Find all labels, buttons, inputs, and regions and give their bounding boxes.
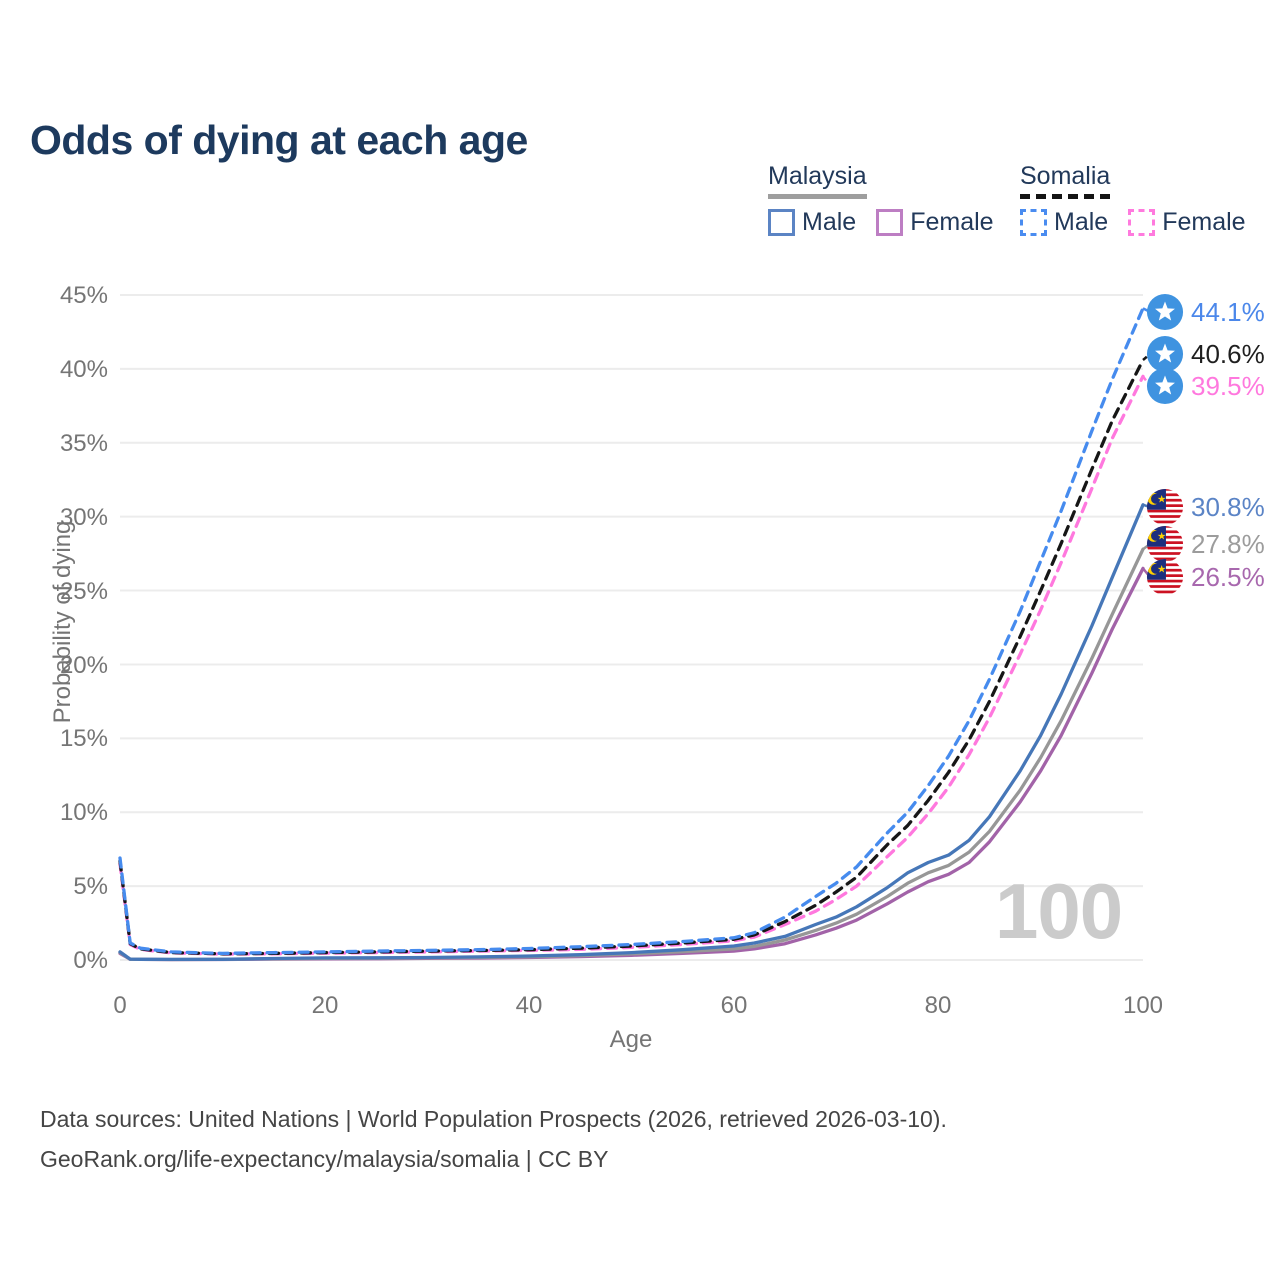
legend-item-label: Female bbox=[1162, 208, 1246, 236]
legend-line-sample-malaysia bbox=[768, 194, 867, 199]
end-label-somalia-male: 44.1% bbox=[1146, 293, 1265, 331]
legend-item-malaysia-female[interactable]: Female bbox=[876, 208, 994, 237]
series-line-malaysia-total bbox=[118, 547, 1145, 962]
legend-swatch-malaysia-female bbox=[876, 209, 904, 236]
x-tick-60: 60 bbox=[720, 992, 748, 1019]
legend-group-label-somalia: Somalia bbox=[1020, 162, 1111, 190]
legend-swatch-malaysia-male bbox=[768, 209, 795, 236]
malaysia-flag-icon bbox=[1146, 488, 1184, 526]
y-tick-15: 15% bbox=[59, 725, 108, 752]
end-value-somalia-male: 44.1% bbox=[1191, 296, 1265, 327]
x-tick-100: 100 bbox=[1122, 992, 1164, 1019]
series-line-malaysia-male bbox=[118, 503, 1145, 962]
legend-item-label: Male bbox=[802, 208, 857, 236]
x-tick-80: 80 bbox=[924, 992, 952, 1019]
series-line-somalia-male bbox=[118, 306, 1145, 956]
x-axis-title: Age bbox=[609, 1026, 653, 1053]
legend-swatch-somalia-female bbox=[1128, 209, 1156, 236]
x-tick-40: 40 bbox=[515, 992, 543, 1019]
legend-group-somalia: Somalia Male Female bbox=[1020, 162, 1246, 237]
legend-item-malaysia-male[interactable]: Male bbox=[768, 208, 856, 237]
end-value-malaysia-male: 30.8% bbox=[1191, 491, 1265, 522]
end-value-malaysia-total: 27.8% bbox=[1191, 528, 1265, 559]
legend-item-label: Female bbox=[910, 208, 994, 236]
somalia-flag-icon bbox=[1146, 293, 1184, 331]
end-label-somalia-female: 39.5% bbox=[1146, 367, 1265, 405]
end-label-somalia-total: 40.6% bbox=[1146, 335, 1265, 373]
y-tick-5: 5% bbox=[73, 873, 108, 900]
legend-line-sample-somalia bbox=[1020, 194, 1111, 199]
end-label-malaysia-female: 26.5% bbox=[1146, 558, 1265, 596]
series-line-somalia-female bbox=[118, 374, 1145, 956]
x-tick-0: 0 bbox=[113, 992, 127, 1019]
page-title: Odds of dying at each age bbox=[30, 117, 528, 164]
data-sources-line: Data sources: United Nations | World Pop… bbox=[40, 1106, 947, 1132]
legend-header-somalia[interactable]: Somalia bbox=[1020, 162, 1111, 199]
y-tick-0: 0% bbox=[73, 947, 108, 974]
hover-age-watermark: 100 bbox=[995, 867, 1123, 955]
legend-item-somalia-male[interactable]: Male bbox=[1020, 208, 1108, 237]
end-value-malaysia-female: 26.5% bbox=[1191, 561, 1265, 592]
legend-item-label: Male bbox=[1054, 208, 1109, 236]
y-tick-45: 45% bbox=[59, 282, 108, 309]
legend-header-malaysia[interactable]: Malaysia bbox=[768, 162, 867, 199]
end-label-malaysia-male: 30.8% bbox=[1146, 488, 1265, 526]
x-tick-20: 20 bbox=[311, 992, 339, 1019]
legend-group-label-malaysia: Malaysia bbox=[768, 162, 867, 190]
malaysia-flag-icon bbox=[1146, 558, 1184, 596]
series-line-malaysia-female bbox=[118, 566, 1145, 962]
y-tick-30: 30% bbox=[59, 504, 108, 531]
y-tick-35: 35% bbox=[59, 430, 108, 457]
end-value-somalia-total: 40.6% bbox=[1191, 338, 1265, 369]
end-label-malaysia-total: 27.8% bbox=[1146, 525, 1265, 563]
legend-group-malaysia: Malaysia Male Female bbox=[768, 162, 994, 237]
y-tick-20: 20% bbox=[59, 652, 108, 679]
series-line-somalia-total bbox=[118, 358, 1145, 956]
end-value-somalia-female: 39.5% bbox=[1191, 370, 1265, 401]
y-tick-10: 10% bbox=[59, 799, 108, 826]
legend-item-somalia-female[interactable]: Female bbox=[1128, 208, 1246, 237]
y-tick-40: 40% bbox=[59, 356, 108, 383]
y-tick-25: 25% bbox=[59, 578, 108, 605]
somalia-flag-icon bbox=[1146, 367, 1184, 405]
legend-swatch-somalia-male bbox=[1020, 209, 1047, 236]
y-axis-title: Probability of dying bbox=[49, 520, 76, 724]
attribution-line: GeoRank.org/life-expectancy/malaysia/som… bbox=[40, 1146, 609, 1172]
